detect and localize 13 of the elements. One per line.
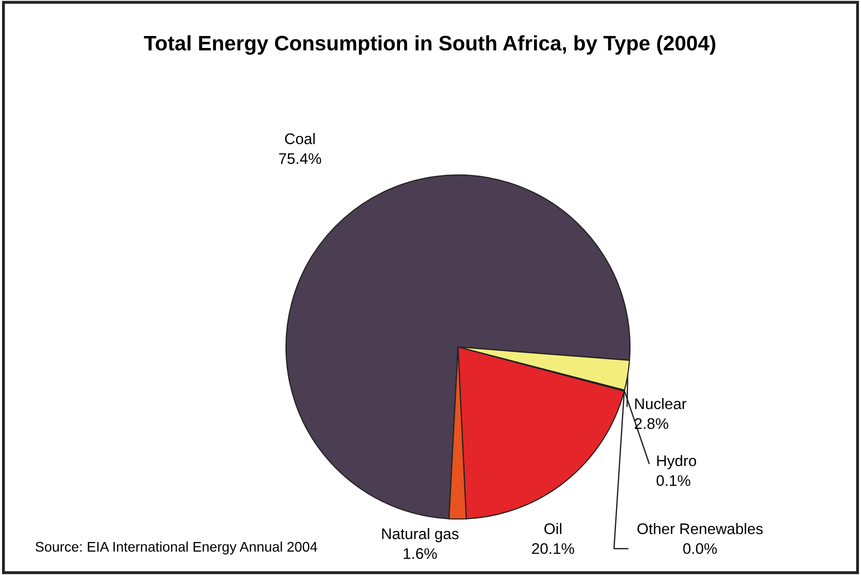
slice-label: Coal [285,132,315,144]
data-label: 0.1% [656,475,690,486]
slice-label: Nuclear [635,398,686,410]
category-label: Other Renewables [637,522,763,534]
slice-label: Oil [544,522,562,534]
data-label: 1.6% [404,548,437,559]
data-label: 20.1% [532,543,574,554]
chart-title: Total Energy Consumption in South Africa, by Type (2004) [144,35,716,55]
data-label: 75.4% [279,153,322,164]
slice-label: Hydro [657,454,696,470]
source-note: Source: EIA International Energy Annual 2004 [36,542,318,554]
text: 0.0% [683,543,717,554]
slice-label: Natural gas [382,528,459,542]
